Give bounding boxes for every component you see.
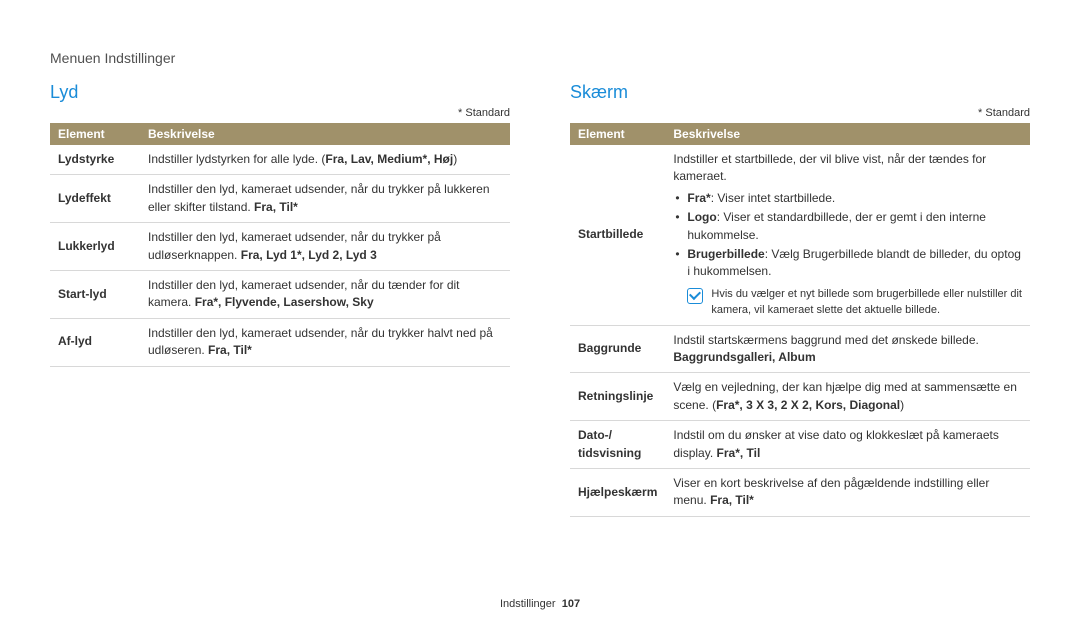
row-desc: Indstiller den lyd, kameraet udsender, n… <box>140 318 510 366</box>
row-desc: Indstiller den lyd, kameraet udsender, n… <box>140 175 510 223</box>
bullet-item: Brugerbillede: Vælg Brugerbillede blandt… <box>673 246 1022 281</box>
section-title-lyd: Lyd <box>50 82 510 103</box>
breadcrumb: Menuen Indstillinger <box>50 50 1030 66</box>
table-row: Retningslinje Vælg en vejledning, der ka… <box>570 373 1030 421</box>
section-title-skaerm: Skærm <box>570 82 1030 103</box>
table-row: Lydstyrke Indstiller lydstyrken for alle… <box>50 145 510 175</box>
startbillede-intro: Indstiller et startbillede, der vil bliv… <box>673 152 986 183</box>
row-elem: Start-lyd <box>50 270 140 318</box>
th-desc: Beskrivelse <box>665 123 1030 145</box>
row-desc: Indstil startskærmens baggrund med det ø… <box>665 325 1030 373</box>
page-footer: Indstillinger 107 <box>0 598 1080 610</box>
bullet-item: Logo: Viser et standardbillede, der er g… <box>673 209 1022 244</box>
table-row-startbillede: Startbillede Indstiller et startbillede,… <box>570 145 1030 325</box>
table-row: Dato-/ tidsvisning Indstil om du ønsker … <box>570 421 1030 469</box>
row-elem: Retningslinje <box>570 373 665 421</box>
table-skaerm: Element Beskrivelse Startbillede Indstil… <box>570 123 1030 517</box>
row-desc: Vælg en vejledning, der kan hjælpe dig m… <box>665 373 1030 421</box>
right-column: Skærm * Standard Element Beskrivelse Sta… <box>570 82 1030 517</box>
table-row: Start-lyd Indstiller den lyd, kameraet u… <box>50 270 510 318</box>
two-column-layout: Lyd * Standard Element Beskrivelse Lydst… <box>50 82 1030 517</box>
row-desc: Indstiller et startbillede, der vil bliv… <box>665 145 1030 325</box>
standard-note-left: * Standard <box>50 107 510 119</box>
table-row: Hjælpeskærm Viser en kort beskrivelse af… <box>570 468 1030 516</box>
row-desc: Indstiller den lyd, kameraet udsender, n… <box>140 270 510 318</box>
row-elem: Lukkerlyd <box>50 223 140 271</box>
info-note: Hvis du vælger et nyt billede som bruger… <box>687 287 1022 319</box>
standard-note-right: * Standard <box>570 107 1030 119</box>
table-row: Baggrunde Indstil startskærmens baggrund… <box>570 325 1030 373</box>
row-elem: Lydeffekt <box>50 175 140 223</box>
left-column: Lyd * Standard Element Beskrivelse Lydst… <box>50 82 510 517</box>
th-desc: Beskrivelse <box>140 123 510 145</box>
row-elem: Dato-/ tidsvisning <box>570 421 665 469</box>
table-row: Lydeffekt Indstiller den lyd, kameraet u… <box>50 175 510 223</box>
row-desc: Viser en kort beskrivelse af den pågælde… <box>665 468 1030 516</box>
row-desc: Indstiller den lyd, kameraet udsender, n… <box>140 223 510 271</box>
row-desc: Indstiller lydstyrken for alle lyde. (Fr… <box>140 145 510 175</box>
row-desc: Indstil om du ønsker at vise dato og klo… <box>665 421 1030 469</box>
table-row: Lukkerlyd Indstiller den lyd, kameraet u… <box>50 223 510 271</box>
page-number: 107 <box>562 598 580 610</box>
footer-label: Indstillinger <box>500 598 556 610</box>
row-elem: Hjælpeskærm <box>570 468 665 516</box>
th-element: Element <box>570 123 665 145</box>
note-text: Hvis du vælger et nyt billede som bruger… <box>711 287 1022 319</box>
bullet-item: Fra*: Viser intet startbillede. <box>673 190 1022 207</box>
row-elem: Lydstyrke <box>50 145 140 175</box>
th-element: Element <box>50 123 140 145</box>
row-elem: Af-lyd <box>50 318 140 366</box>
startbillede-bullets: Fra*: Viser intet startbillede. Logo: Vi… <box>673 190 1022 281</box>
table-lyd: Element Beskrivelse Lydstyrke Indstiller… <box>50 123 510 367</box>
check-icon <box>687 288 703 304</box>
row-elem: Startbillede <box>570 145 665 325</box>
table-row: Af-lyd Indstiller den lyd, kameraet udse… <box>50 318 510 366</box>
row-elem: Baggrunde <box>570 325 665 373</box>
